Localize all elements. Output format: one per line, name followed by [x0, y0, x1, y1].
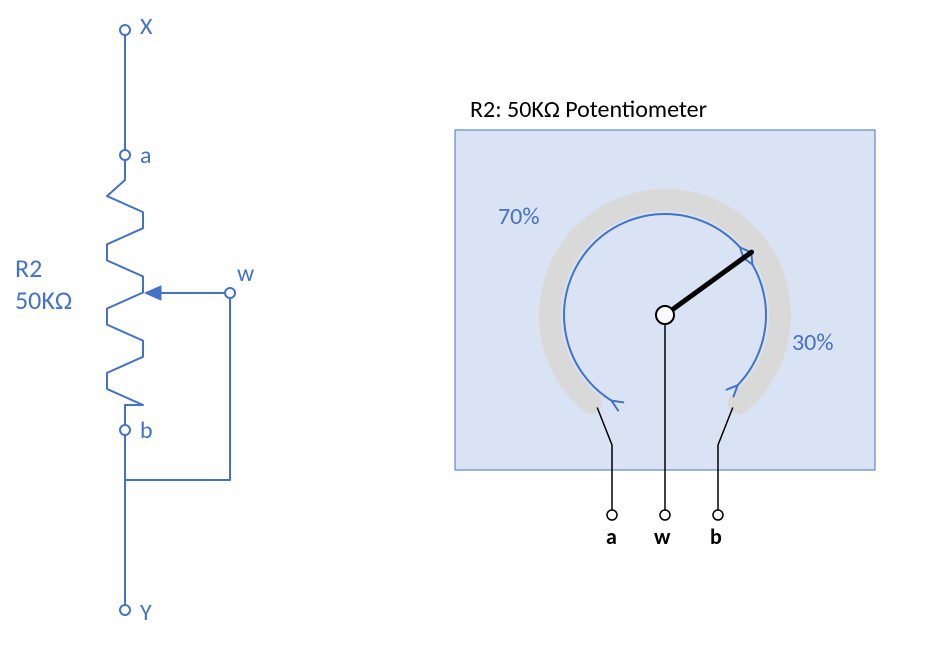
resistor-name-label: R2	[15, 252, 42, 284]
lead-b-label: b	[710, 523, 722, 550]
lead-a-label: a	[606, 523, 617, 550]
terminal-y-label: Y	[140, 598, 152, 627]
node-b-label: b	[140, 416, 153, 445]
percent-left-label: 70%	[498, 202, 539, 231]
diagram-canvas	[0, 0, 934, 652]
node-w-label: w	[237, 259, 254, 288]
resistor-value-label: 50KΩ	[15, 284, 72, 316]
percent-right-label: 30%	[792, 328, 833, 357]
node-a-label: a	[140, 141, 152, 170]
pot-title: R2: 50KΩ Potentiometer	[470, 95, 707, 124]
lead-w-label: w	[654, 523, 670, 550]
terminal-x-label: X	[140, 12, 152, 41]
